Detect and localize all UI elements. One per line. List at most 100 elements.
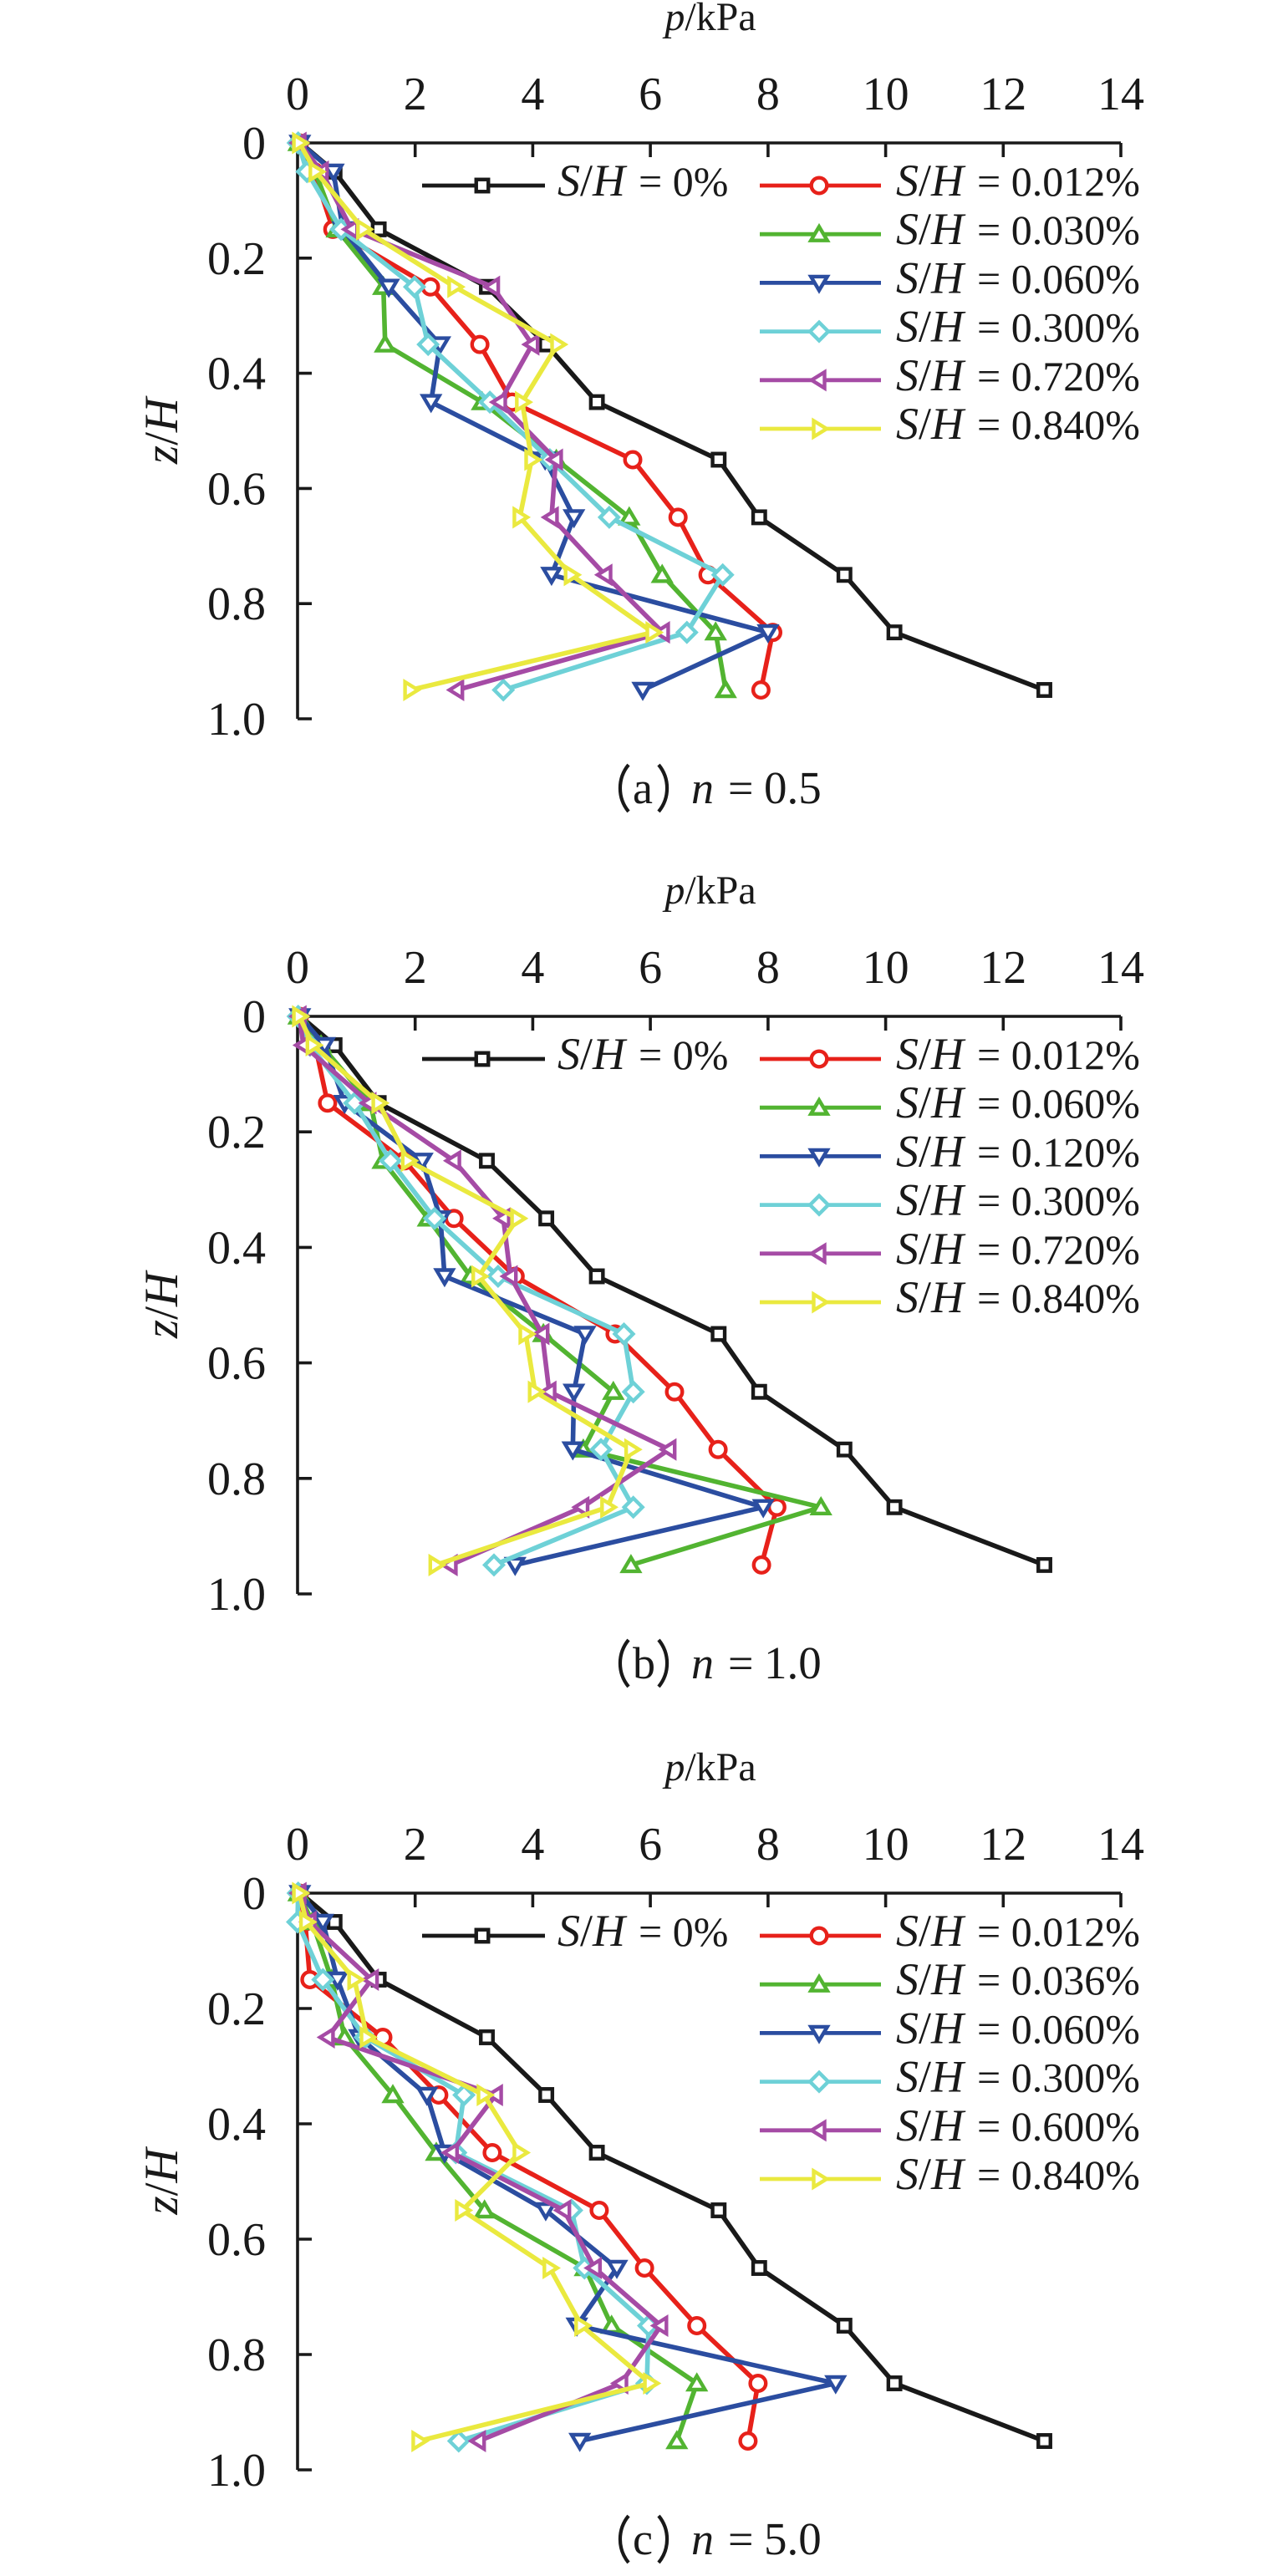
svg-text:p/kPa: p/kPa bbox=[662, 1745, 756, 1789]
svg-text:= 0.840%: = 0.840% bbox=[977, 401, 1140, 448]
svg-text:14: 14 bbox=[1097, 942, 1144, 994]
svg-text:0: 0 bbox=[242, 1868, 266, 1920]
svg-text:0.6: 0.6 bbox=[207, 2214, 266, 2266]
svg-text:14: 14 bbox=[1097, 69, 1144, 120]
svg-text:S/H: S/H bbox=[557, 1906, 628, 1956]
svg-text:c: c bbox=[633, 2514, 653, 2564]
svg-text:4: 4 bbox=[521, 69, 544, 120]
svg-text:S/H: S/H bbox=[896, 350, 966, 400]
svg-text:= 0.600%: = 0.600% bbox=[977, 2103, 1140, 2150]
svg-text:0.2: 0.2 bbox=[207, 1983, 266, 2035]
svg-text:0.4: 0.4 bbox=[207, 2099, 266, 2151]
svg-text:=: = bbox=[728, 2514, 753, 2564]
svg-text:8: 8 bbox=[756, 1819, 780, 1871]
svg-text:p/kPa: p/kPa bbox=[662, 0, 756, 39]
svg-text:10: 10 bbox=[863, 69, 909, 120]
svg-text:=: = bbox=[728, 1638, 753, 1688]
svg-text:= 0.300%: = 0.300% bbox=[977, 1178, 1140, 1224]
svg-text:= 0.036%: = 0.036% bbox=[977, 1957, 1140, 2003]
svg-text:6: 6 bbox=[639, 69, 662, 120]
svg-text:S/H: S/H bbox=[896, 1906, 966, 1956]
svg-text:= 0.120%: = 0.120% bbox=[977, 1128, 1140, 1175]
svg-text:2: 2 bbox=[404, 1819, 427, 1871]
svg-text:12: 12 bbox=[980, 1819, 1026, 1871]
svg-text:4: 4 bbox=[521, 1819, 544, 1871]
svg-text:S/H: S/H bbox=[896, 2100, 966, 2151]
svg-text:= 0.720%: = 0.720% bbox=[977, 353, 1140, 400]
svg-text:S/H: S/H bbox=[896, 204, 966, 254]
svg-text:0.4: 0.4 bbox=[207, 1222, 266, 1274]
svg-text:8: 8 bbox=[756, 69, 780, 120]
svg-text:0: 0 bbox=[242, 991, 266, 1043]
svg-text:S/H: S/H bbox=[896, 2149, 966, 2199]
svg-text:S/H: S/H bbox=[896, 1272, 966, 1322]
svg-text:= 0.012%: = 0.012% bbox=[977, 158, 1140, 205]
svg-text:S/H: S/H bbox=[896, 1077, 966, 1128]
svg-text:= 0.060%: = 0.060% bbox=[977, 255, 1140, 302]
svg-text:S/H: S/H bbox=[896, 2003, 966, 2053]
svg-text:1.0: 1.0 bbox=[764, 1637, 822, 1688]
svg-text:S/H: S/H bbox=[896, 1029, 966, 1079]
svg-text:5.0: 5.0 bbox=[764, 2513, 822, 2564]
svg-text:10: 10 bbox=[863, 1819, 909, 1871]
svg-text:S/H: S/H bbox=[896, 2052, 966, 2102]
svg-text:p/kPa: p/kPa bbox=[662, 868, 756, 913]
svg-text:0.2: 0.2 bbox=[207, 233, 266, 285]
svg-text:6: 6 bbox=[639, 1819, 662, 1871]
svg-text:S/H: S/H bbox=[557, 1029, 628, 1079]
svg-text:S/H: S/H bbox=[557, 155, 628, 206]
svg-text:0: 0 bbox=[242, 118, 266, 170]
svg-text:S/H: S/H bbox=[896, 1126, 966, 1176]
svg-text:n: n bbox=[691, 2514, 714, 2564]
svg-text:S/H: S/H bbox=[896, 1224, 966, 1274]
svg-text:0.2: 0.2 bbox=[207, 1107, 266, 1158]
svg-text:n: n bbox=[691, 763, 714, 813]
svg-text:= 0%: = 0% bbox=[639, 1908, 728, 1955]
svg-text:= 0.060%: = 0.060% bbox=[977, 2005, 1140, 2052]
svg-text:0.6: 0.6 bbox=[207, 1338, 266, 1390]
svg-text:a: a bbox=[633, 763, 653, 813]
svg-text:= 0.840%: = 0.840% bbox=[977, 1275, 1140, 1321]
svg-text:0: 0 bbox=[286, 1819, 309, 1871]
svg-text:4: 4 bbox=[521, 942, 544, 994]
svg-text:= 0%: = 0% bbox=[639, 1031, 728, 1078]
svg-text:0: 0 bbox=[286, 942, 309, 994]
svg-text:0.8: 0.8 bbox=[207, 1453, 266, 1505]
svg-text:z/H: z/H bbox=[135, 2146, 188, 2216]
svg-text:0.5: 0.5 bbox=[764, 762, 822, 813]
svg-text:z/H: z/H bbox=[135, 1270, 188, 1339]
svg-text:z/H: z/H bbox=[135, 395, 188, 465]
svg-text:S/H: S/H bbox=[896, 1954, 966, 2004]
svg-text:= 0.030%: = 0.030% bbox=[977, 206, 1140, 253]
svg-text:S/H: S/H bbox=[896, 302, 966, 352]
svg-text:14: 14 bbox=[1097, 1819, 1144, 1871]
svg-text:12: 12 bbox=[980, 942, 1026, 994]
svg-text:= 0.300%: = 0.300% bbox=[977, 304, 1140, 351]
svg-text:S/H: S/H bbox=[896, 1175, 966, 1225]
svg-text:b: b bbox=[633, 1638, 655, 1688]
svg-text:0.4: 0.4 bbox=[207, 349, 266, 400]
svg-text:10: 10 bbox=[863, 942, 909, 994]
svg-text:n: n bbox=[691, 1638, 714, 1688]
svg-text:1.0: 1.0 bbox=[207, 1569, 266, 1621]
svg-text:S/H: S/H bbox=[896, 399, 966, 449]
svg-text:6: 6 bbox=[639, 942, 662, 994]
svg-text:0.8: 0.8 bbox=[207, 2329, 266, 2381]
svg-text:1.0: 1.0 bbox=[207, 2445, 266, 2497]
svg-text:= 0%: = 0% bbox=[639, 158, 728, 205]
svg-text:= 0.840%: = 0.840% bbox=[977, 2151, 1140, 2198]
svg-text:0.8: 0.8 bbox=[207, 578, 266, 630]
svg-text:8: 8 bbox=[756, 942, 780, 994]
svg-text:= 0.300%: = 0.300% bbox=[977, 2054, 1140, 2101]
svg-text:0.6: 0.6 bbox=[207, 463, 266, 515]
svg-text:= 0.720%: = 0.720% bbox=[977, 1226, 1140, 1273]
svg-text:= 0.012%: = 0.012% bbox=[977, 1908, 1140, 1955]
svg-text:12: 12 bbox=[980, 69, 1026, 120]
svg-text:S/H: S/H bbox=[896, 252, 966, 303]
svg-text:0: 0 bbox=[286, 69, 309, 120]
svg-text:= 0.012%: = 0.012% bbox=[977, 1031, 1140, 1078]
svg-text:2: 2 bbox=[404, 942, 427, 994]
svg-text:=: = bbox=[728, 763, 753, 813]
svg-text:1.0: 1.0 bbox=[207, 694, 266, 746]
svg-text:2: 2 bbox=[404, 69, 427, 120]
